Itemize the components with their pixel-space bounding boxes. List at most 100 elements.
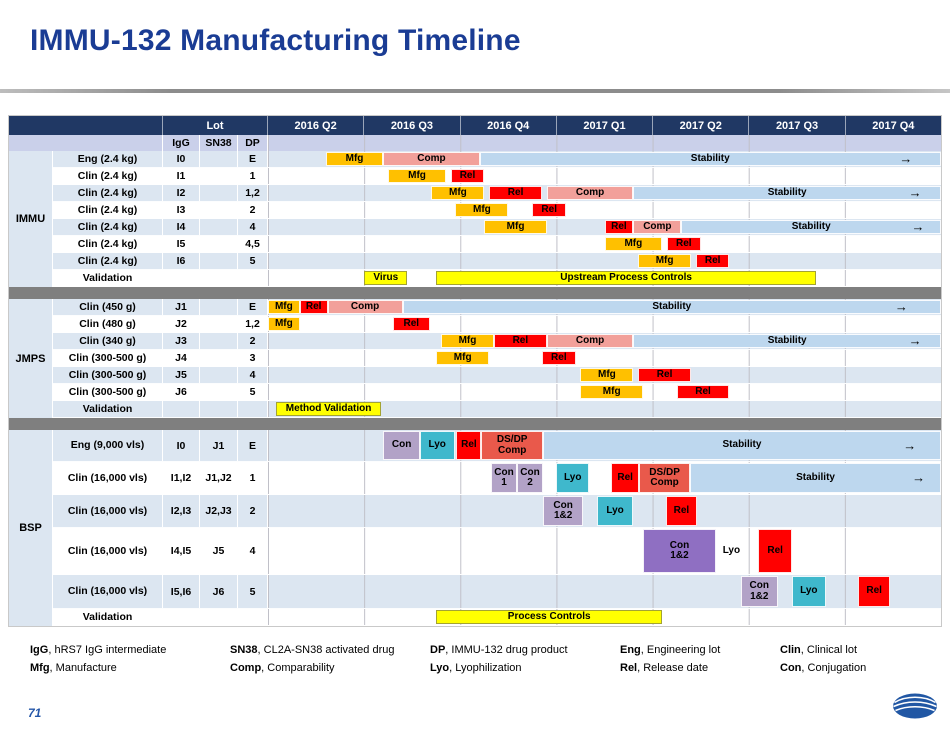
row-label: Clin (2.4 kg): [53, 185, 163, 201]
row-label: Clin (300-500 g): [53, 367, 163, 383]
lot-igg: I1,I2: [163, 462, 200, 494]
timeline: Mfg Rel Comp Stability →: [268, 219, 941, 235]
bar-label: Lyo: [722, 544, 741, 556]
quarter-header: 2016 Q3: [364, 116, 461, 135]
timeline: Mfg Rel Comp Stability →: [268, 299, 941, 315]
lot-igg: I1: [163, 168, 200, 184]
legend-abbr: Eng: [620, 644, 641, 656]
bar-label: Mfg: [506, 220, 525, 232]
lot-row: Clin (2.4 kg) I5 4,5 Mfg Rel: [53, 236, 941, 253]
lot-row: Clin (480 g) J2 1,2 Mfg Rel: [53, 316, 941, 333]
lot-dp: 1: [238, 462, 268, 494]
lot-sn38: [200, 253, 238, 269]
bar-label: Method Validation: [285, 402, 372, 414]
gantt-bar-mfg: Mfg: [436, 351, 490, 365]
legend-item-eng: Eng, Engineering lot: [620, 644, 721, 656]
subheader-spacer: [9, 135, 163, 151]
lot-sn38: J1: [200, 430, 238, 461]
lot-row: Clin (450 g) J1 E Mfg Rel Comp Stability →: [53, 299, 941, 316]
arrow-right-icon: →: [903, 437, 917, 453]
lot-sn38: [200, 384, 238, 400]
bar-label: Mfg: [473, 203, 491, 215]
gantt-bar-rel: Rel: [493, 334, 547, 348]
bar-label: Stability: [767, 186, 807, 198]
section-separator: [9, 418, 941, 430]
header-quarters: 2016 Q2 2016 Q3 2016 Q4 2017 Q1 2017 Q2 2017 …: [268, 116, 941, 135]
gantt-bar-rel: Rel: [542, 351, 576, 365]
gantt-bar-rel: Rel: [676, 385, 730, 399]
row-label: Clin (16,000 vls): [53, 528, 163, 574]
validation-row: Validation Method Validation: [53, 401, 941, 418]
bar-label: Mfg: [602, 385, 621, 397]
title-divider: [0, 89, 950, 93]
lot-igg: I0: [163, 151, 200, 167]
bar-label: Mfg: [598, 368, 616, 380]
arrow-right-icon: →: [912, 469, 926, 485]
bar-label: Rel: [704, 254, 721, 266]
quarter-header: 2017 Q2: [653, 116, 750, 135]
lot-dp: 2: [238, 333, 268, 349]
validation-row: Validation Process Controls: [53, 609, 941, 626]
legend-abbr: SN38: [230, 644, 258, 656]
timeline: Mfg Rel: [268, 168, 941, 184]
legend-item-sn38: SN38, CL2A-SN38 activated drug: [230, 644, 395, 656]
lot-column-header-dp: DP: [238, 135, 268, 151]
gantt-bar-comp: Comp: [327, 300, 403, 314]
timeline: Mfg Rel: [268, 316, 941, 332]
gantt-bar-mfg: Mfg: [484, 220, 547, 234]
section-separator: [9, 287, 941, 299]
group-label: JMPS: [9, 299, 53, 418]
bar-label: Mfg: [408, 169, 426, 181]
bar-label: Mfg: [655, 254, 674, 266]
legend-abbr: DP: [430, 644, 446, 656]
quarter-header: 2016 Q4: [461, 116, 557, 135]
timeline: Con 1&2 Lyo Rel: [268, 575, 941, 608]
arrow-right-icon: →: [899, 152, 913, 166]
lot-dp: [238, 401, 268, 417]
lot-sn38: [200, 202, 238, 218]
legend-abbr: IgG: [30, 644, 49, 656]
bar-label: Stability: [796, 471, 835, 483]
gantt-bar-mfg: Mfg: [580, 385, 643, 399]
bar-label: Con 2: [520, 466, 540, 488]
lot-row: Eng (9,000 vls) I0 J1 E Con Lyo Rel DS/DP Comp S…: [53, 430, 941, 462]
bar-label: Stability: [690, 152, 730, 164]
legend-item-lyo: Lyo, Lyophilization: [430, 661, 522, 674]
gantt-bar-mfg: Mfg: [455, 203, 509, 217]
timeline: Mfg Rel: [268, 202, 941, 218]
lot-dp: 2: [238, 202, 268, 218]
timeline: Mfg Rel: [268, 350, 941, 366]
bar-label: Con 1: [494, 466, 514, 488]
bar-label: Comp: [350, 300, 380, 312]
lot-igg: J6: [163, 384, 200, 400]
lot-sn38: J2,J3: [200, 495, 238, 527]
lot-sn38: J5: [200, 528, 238, 574]
bar-label: Upstream Process Controls: [560, 271, 692, 283]
header-corner-cell: [9, 116, 163, 135]
lot-dp: 2: [238, 495, 268, 527]
arrow-right-icon: →: [894, 300, 908, 314]
gantt-bar-mfg: Mfg: [580, 368, 634, 382]
timeline: Mfg Comp Stability →: [268, 151, 941, 167]
lot-row: Clin (340 g) J3 2 Mfg Rel Comp Stability →: [53, 333, 941, 350]
row-label: Eng (9,000 vls): [53, 430, 163, 461]
row-label: Clin (2.4 kg): [53, 202, 163, 218]
lot-row: Clin (2.4 kg) I3 2 Mfg Rel: [53, 202, 941, 219]
group-rows: Clin (450 g) J1 E Mfg Rel Comp Stability → Clin …: [53, 299, 941, 418]
lot-igg: [163, 401, 200, 417]
gantt-bar-stability: Stability →: [633, 334, 941, 348]
gantt-bar-lyo: Lyo: [556, 463, 590, 493]
bar-label: Rel: [551, 351, 567, 363]
legend-item-comp: Comp, Comparability: [230, 661, 335, 674]
lot-igg: [163, 270, 200, 286]
legend-abbr: Clin: [780, 644, 801, 656]
gantt-bar-rel: Rel: [758, 529, 792, 573]
bar-label: Rel: [461, 439, 477, 451]
bar-label: Rel: [507, 186, 524, 198]
gantt-bar-stability: Stability →: [681, 220, 941, 234]
lot-igg: [163, 609, 200, 625]
row-label: Validation: [53, 401, 163, 417]
bar-label: Rel: [459, 169, 476, 181]
validation-row: Validation Virus Upstream Process Controls: [53, 270, 941, 287]
quarter-header: 2017 Q1: [557, 116, 654, 135]
